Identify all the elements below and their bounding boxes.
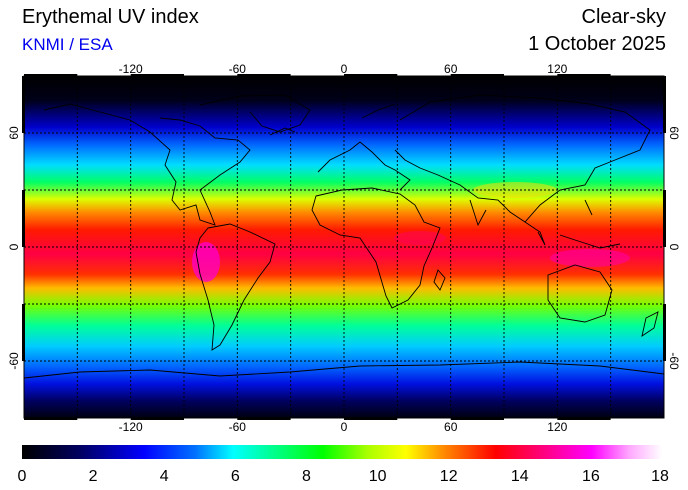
graticule (24, 76, 664, 418)
lon-tick-top: -120 (119, 62, 143, 76)
lat-tick-left: 60 (7, 126, 21, 140)
colorbar-label: 2 (89, 468, 98, 485)
lon-tick-bottom: 60 (444, 420, 458, 434)
lat-tick-left: 0 (7, 243, 21, 250)
lat-tick-right: 60 (667, 126, 681, 140)
credit-label: KNMI / ESA (22, 35, 113, 54)
date-label: 1 October 2025 (528, 33, 666, 55)
lon-tick-top: 60 (444, 62, 458, 76)
lat-tick-left: -60 (7, 352, 21, 370)
colorbar-label: 10 (369, 468, 387, 485)
coastlines (24, 94, 664, 379)
lat-tick-right: 0 (667, 244, 681, 251)
colorbar-label: 18 (651, 468, 669, 485)
lon-tick-bottom: 0 (341, 420, 348, 434)
lat-tick-right: -60 (667, 352, 681, 370)
colorbar-label: 8 (302, 468, 311, 485)
map-frame (22, 74, 666, 420)
colorbar-label: 0 (18, 468, 27, 485)
map-title: Erythemal UV index (22, 6, 199, 28)
colorbar-label: 16 (582, 468, 600, 485)
lon-tick-bottom: -60 (229, 420, 247, 434)
colorbar-label: 6 (231, 468, 240, 485)
lon-tick-bottom: -120 (119, 420, 143, 434)
colorbar (22, 445, 662, 459)
lon-tick-top: 0 (341, 62, 348, 76)
colorbar-label: 12 (440, 468, 458, 485)
colorbar-label: 14 (511, 468, 529, 485)
sky-mode-label: Clear-sky (581, 6, 666, 28)
lon-tick-bottom: 120 (547, 420, 567, 434)
colorbar-label: 4 (160, 468, 169, 485)
lon-tick-top: -60 (229, 62, 247, 76)
lon-tick-top: 120 (547, 62, 567, 76)
